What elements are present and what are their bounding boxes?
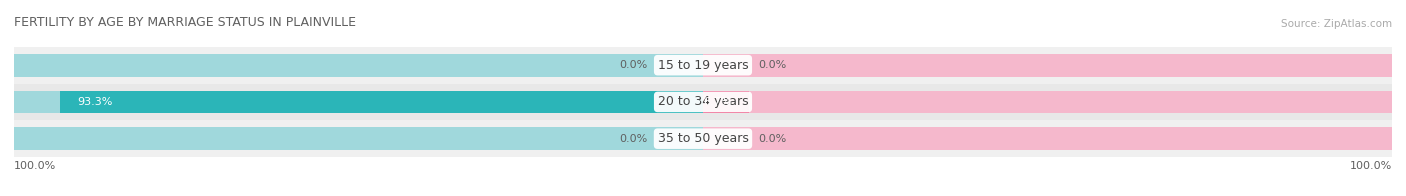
Text: 6.7%: 6.7% — [703, 97, 733, 107]
Text: 100.0%: 100.0% — [14, 161, 56, 171]
Bar — [703, 54, 1392, 77]
Text: 0.0%: 0.0% — [620, 134, 648, 144]
Text: 20 to 34 years: 20 to 34 years — [658, 95, 748, 108]
Text: 0.0%: 0.0% — [620, 60, 648, 70]
Bar — [14, 120, 1392, 157]
Text: 0.0%: 0.0% — [758, 60, 786, 70]
Bar — [703, 127, 1392, 150]
Text: FERTILITY BY AGE BY MARRIAGE STATUS IN PLAINVILLE: FERTILITY BY AGE BY MARRIAGE STATUS IN P… — [14, 16, 356, 29]
Bar — [60, 91, 703, 113]
Bar — [703, 91, 1392, 113]
Bar — [14, 54, 703, 77]
Bar — [703, 91, 749, 113]
Bar — [14, 127, 703, 150]
Bar — [14, 83, 1392, 120]
Bar — [14, 91, 703, 113]
Bar — [14, 47, 1392, 83]
Text: 93.3%: 93.3% — [77, 97, 112, 107]
Text: 15 to 19 years: 15 to 19 years — [658, 59, 748, 72]
Text: 35 to 50 years: 35 to 50 years — [658, 132, 748, 145]
Text: Source: ZipAtlas.com: Source: ZipAtlas.com — [1281, 19, 1392, 29]
Text: 100.0%: 100.0% — [1350, 161, 1392, 171]
Text: 0.0%: 0.0% — [758, 134, 786, 144]
